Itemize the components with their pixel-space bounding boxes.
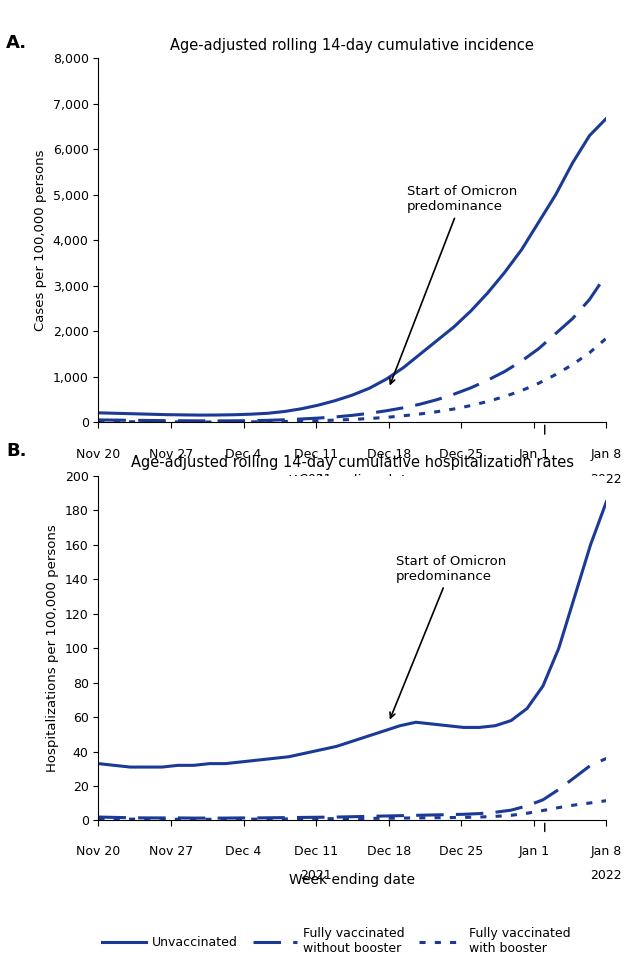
Text: Jan 1: Jan 1 xyxy=(518,448,549,461)
Text: Jan 8: Jan 8 xyxy=(591,448,622,461)
Text: Nov 27: Nov 27 xyxy=(149,448,193,461)
Text: Nov 20: Nov 20 xyxy=(76,448,121,461)
Title: Age-adjusted rolling 14-day cumulative hospitalization rates: Age-adjusted rolling 14-day cumulative h… xyxy=(131,455,574,471)
Title: Age-adjusted rolling 14-day cumulative incidence: Age-adjusted rolling 14-day cumulative i… xyxy=(170,38,535,53)
Text: Dec 11: Dec 11 xyxy=(294,448,338,461)
Text: A.: A. xyxy=(6,34,27,52)
X-axis label: Week ending date: Week ending date xyxy=(290,475,415,488)
Text: Dec 18: Dec 18 xyxy=(366,845,411,857)
Text: Nov 27: Nov 27 xyxy=(149,845,193,857)
Text: B.: B. xyxy=(6,442,27,460)
Text: Dec 4: Dec 4 xyxy=(225,448,262,461)
Text: 2022: 2022 xyxy=(591,474,622,486)
Y-axis label: Cases per 100,000 persons: Cases per 100,000 persons xyxy=(34,150,47,331)
Text: Start of Omicron
predominance: Start of Omicron predominance xyxy=(390,185,517,384)
Text: Dec 4: Dec 4 xyxy=(225,845,262,857)
Y-axis label: Hospitalizations per 100,000 persons: Hospitalizations per 100,000 persons xyxy=(46,524,59,772)
Text: Dec 11: Dec 11 xyxy=(294,845,338,857)
Text: 2021: 2021 xyxy=(300,869,332,882)
Text: Nov 20: Nov 20 xyxy=(76,845,121,857)
Text: Dec 25: Dec 25 xyxy=(439,448,483,461)
Legend: Unvaccinated, Fully vaccinated
without booster, Fully vaccinated
with booster: Unvaccinated, Fully vaccinated without b… xyxy=(97,921,576,960)
X-axis label: Week ending date: Week ending date xyxy=(290,873,415,887)
Text: Dec 25: Dec 25 xyxy=(439,845,483,857)
Text: Jan 1: Jan 1 xyxy=(518,845,549,857)
Text: 2021: 2021 xyxy=(300,474,332,486)
Text: 2022: 2022 xyxy=(591,869,622,882)
Text: Start of Omicron
predominance: Start of Omicron predominance xyxy=(390,554,506,718)
Text: Dec 18: Dec 18 xyxy=(366,448,411,461)
Text: Jan 8: Jan 8 xyxy=(591,845,622,857)
